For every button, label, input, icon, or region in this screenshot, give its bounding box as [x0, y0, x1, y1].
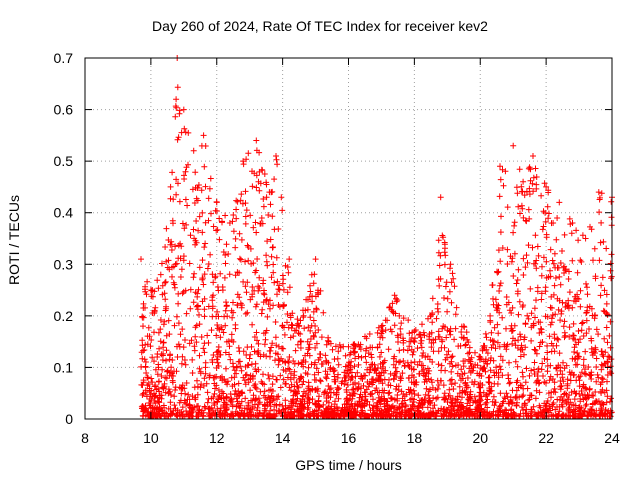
y-tick-label: 0: [65, 411, 73, 427]
x-axis-label: GPS time / hours: [295, 457, 402, 473]
x-tick-label: 18: [407, 430, 423, 446]
x-tick-label: 24: [604, 430, 620, 446]
chart-title: Day 260 of 2024, Rate Of TEC Index for r…: [152, 18, 488, 34]
y-tick-label: 0.7: [54, 50, 74, 66]
y-tick-label: 0.5: [54, 153, 74, 169]
x-tick-label: 22: [538, 430, 554, 446]
x-tick-label: 10: [143, 430, 159, 446]
x-tick-label: 8: [81, 430, 89, 446]
y-tick-label: 0.3: [54, 256, 74, 272]
roti-points: [138, 55, 615, 420]
y-tick-label: 0.6: [54, 102, 74, 118]
roti-marker-cloud: [138, 55, 615, 420]
y-tick-label: 0.2: [54, 308, 74, 324]
x-tick-label: 20: [472, 430, 488, 446]
x-tick-label: 12: [209, 430, 225, 446]
axis-ticks: 8 10 12 14 16 18 20 22 24 0 0.1 0.2 0.3 0.4 0.5 0.6 0.7: [54, 50, 620, 446]
y-tick-label: 0.1: [54, 359, 74, 375]
y-tick-label: 0.4: [54, 205, 74, 221]
x-tick-label: 14: [275, 430, 291, 446]
x-tick-label: 16: [341, 430, 357, 446]
